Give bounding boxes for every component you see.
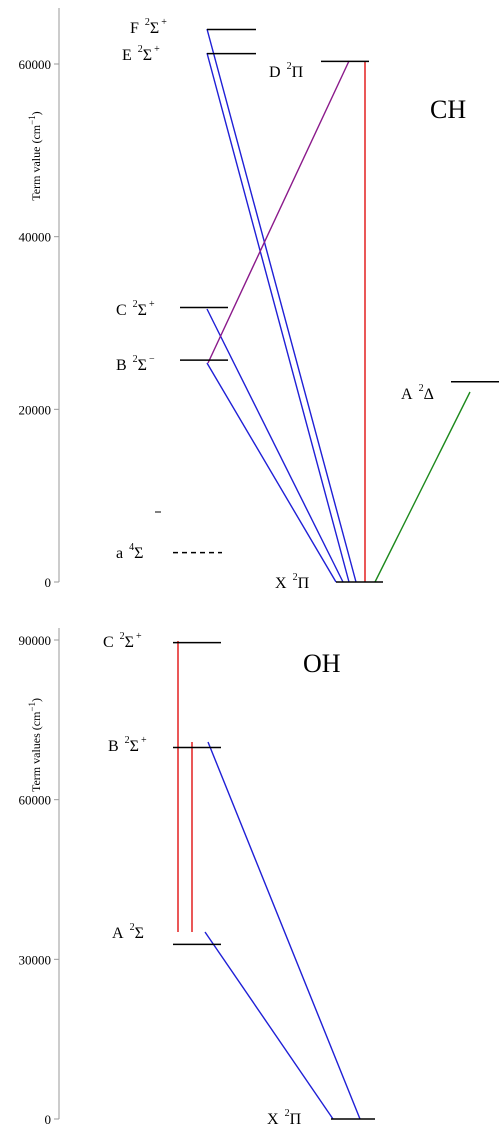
ch-molecule-label: CH — [430, 95, 466, 124]
ch-level-label-C: C 2Σ + — [116, 299, 155, 319]
ch-level-label-D: D 2Π — [269, 61, 304, 81]
oh-tick-label: 0 — [45, 1112, 52, 1126]
ch-diagram: 0 20000 40000 60000 Term value (cm−1) CH F 2Σ + E… — [19, 8, 499, 592]
oh-transition-A-X — [204, 931, 334, 1120]
oh-tick-label: 60000 — [19, 793, 52, 808]
ch-tick-label: 40000 — [19, 230, 52, 245]
ch-transition-C-X — [206, 308, 344, 583]
ch-transition-A-X — [374, 391, 471, 583]
ch-level-label-a: a 4Σ — [116, 542, 143, 562]
ch-transition-F-X — [206, 28, 357, 583]
oh-level-label-X: X 2Π — [267, 1108, 302, 1126]
ch-transition-D-B — [207, 60, 350, 364]
oh-transition-B-X — [207, 741, 361, 1120]
ch-level-label-A: A 2Δ — [401, 383, 434, 403]
oh-diagram: 0 30000 60000 90000 Term values (cm−1) OH C 2Σ +… — [19, 628, 375, 1126]
ch-tick-label: 0 — [45, 575, 52, 590]
ch-level-label-F: F 2Σ + — [130, 17, 167, 37]
oh-level-label-A: A 2Σ — [112, 922, 144, 942]
oh-tick-label: 30000 — [19, 952, 52, 967]
ch-level-label-X: X 2Π — [275, 572, 310, 592]
ch-tick-label: 60000 — [19, 57, 52, 72]
oh-y-axis-label: Term values (cm−1) — [27, 698, 43, 792]
oh-tick-label: 90000 — [19, 633, 52, 648]
ch-level-label-B: B 2Σ − — [116, 354, 155, 374]
oh-molecule-label: OH — [303, 649, 341, 678]
ch-level-label-E: E 2Σ + — [122, 44, 160, 64]
ch-y-axis-label: Term value (cm−1) — [27, 111, 43, 200]
ch-transition-E-X — [206, 52, 350, 583]
oh-level-label-C: C 2Σ + — [103, 631, 142, 651]
ch-transition-B-X — [206, 362, 337, 583]
oh-level-label-B: B 2Σ + — [108, 735, 147, 755]
ch-tick-label: 20000 — [19, 402, 52, 417]
